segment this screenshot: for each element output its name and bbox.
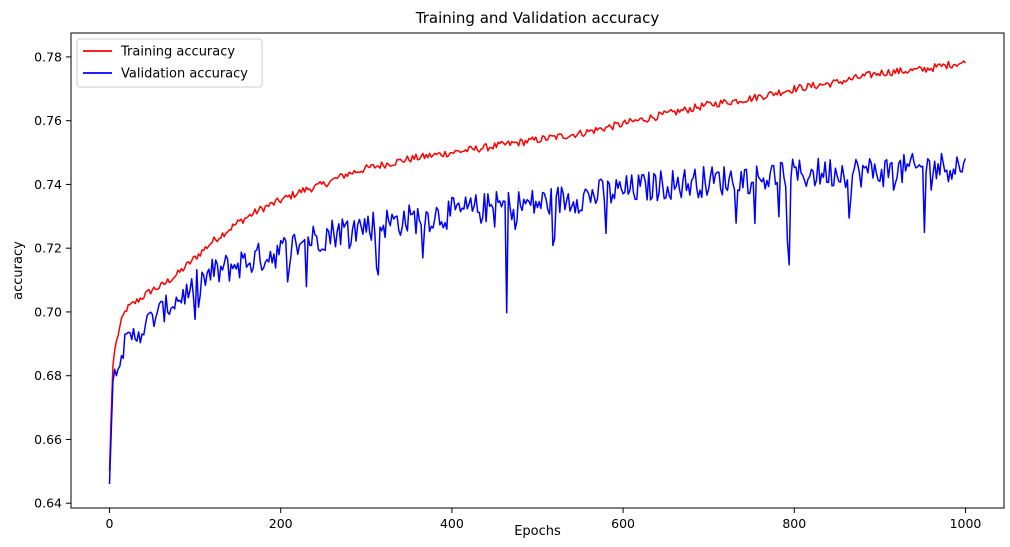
series-line-training <box>108 60 967 472</box>
x-tick-label: 0 <box>106 516 114 531</box>
y-tick-label: 0.64 <box>34 496 62 511</box>
legend-box <box>76 38 263 88</box>
chart-title: Training and Validation accuracy <box>415 9 660 27</box>
legend-label: Training accuracy <box>120 45 235 60</box>
plot-lines <box>108 60 967 485</box>
y-tick-label: 0.68 <box>34 368 62 383</box>
y-tick-label: 0.76 <box>34 113 62 128</box>
x-tick-label: 200 <box>269 516 293 531</box>
legend-label: Validation accuracy <box>121 67 248 82</box>
series-line-validation <box>108 152 967 485</box>
y-tick-label: 0.70 <box>34 304 62 319</box>
x-tick-label: 600 <box>611 516 635 531</box>
y-axis-label: accuracy <box>11 241 26 300</box>
y-tick-label: 0.66 <box>34 432 62 447</box>
x-axis-ticks: 0 200 400 600 800 1000 <box>106 508 982 531</box>
y-tick-label: 0.74 <box>34 177 62 192</box>
y-axis-ticks: 0.64 0.66 0.68 0.70 0.72 0.74 0.76 0.78 <box>34 49 71 511</box>
legend: Training accuracy Validation accuracy <box>76 38 263 88</box>
plot-frame <box>70 32 1005 509</box>
y-tick-label: 0.78 <box>34 49 62 64</box>
x-tick-label: 800 <box>782 516 806 531</box>
x-axis-label: Epochs <box>514 524 561 539</box>
x-tick-label: 1000 <box>950 516 982 531</box>
y-tick-label: 0.72 <box>34 241 62 256</box>
x-tick-label: 400 <box>440 516 464 531</box>
